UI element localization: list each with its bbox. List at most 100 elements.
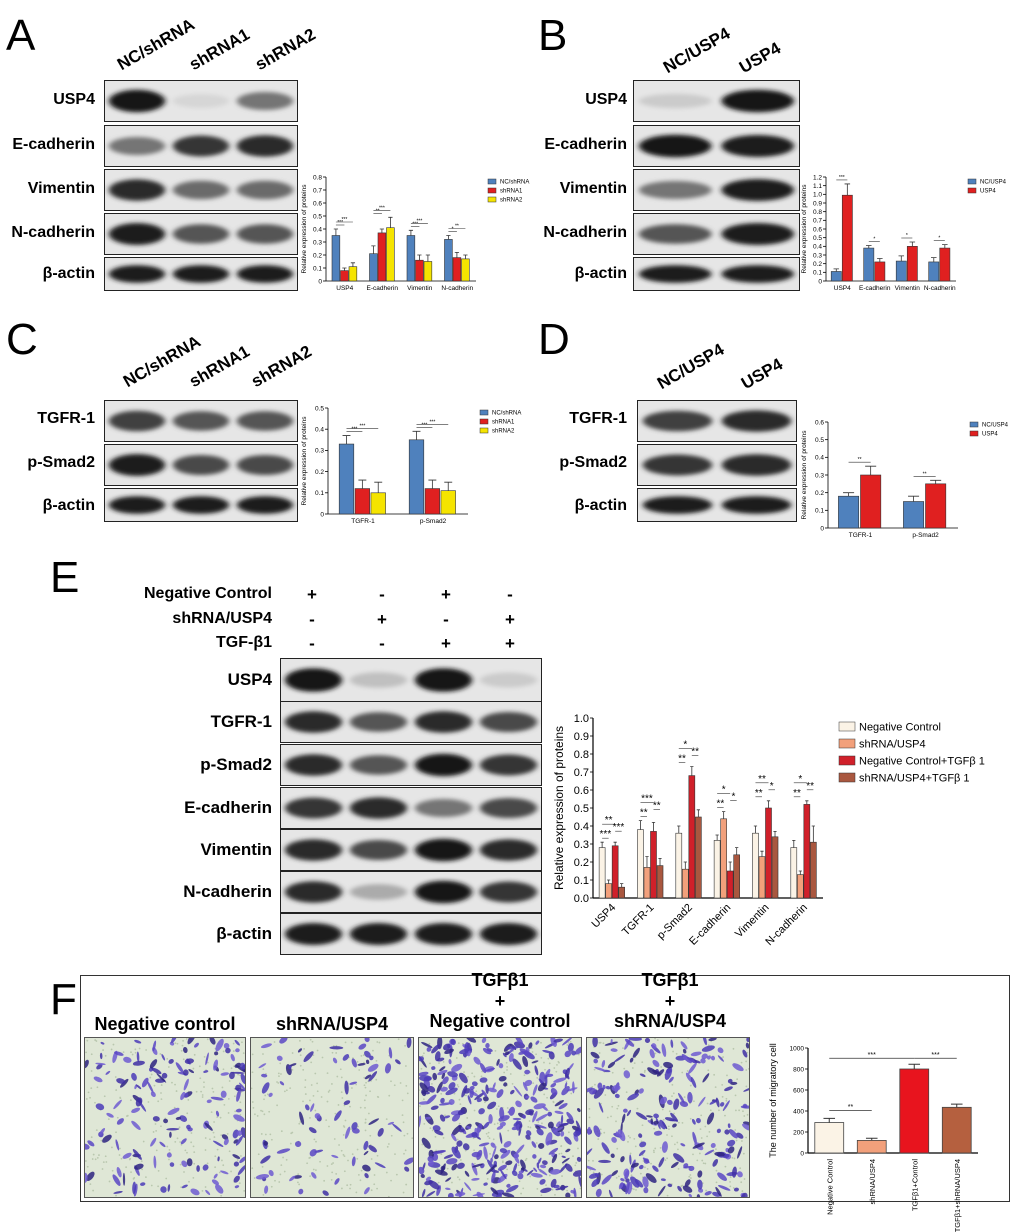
blot-e-actin — [280, 913, 542, 955]
bar — [444, 239, 453, 282]
migrated-cell — [85, 1172, 88, 1183]
micro-title-4-line2: + — [664, 990, 676, 1011]
migrated-cell — [426, 1190, 436, 1197]
migrated-cell — [587, 1148, 593, 1157]
membrane-pore — [181, 1044, 184, 1047]
bar — [928, 261, 940, 282]
membrane-pore — [274, 1179, 276, 1182]
membrane-pore — [715, 1169, 718, 1172]
migrated-cell — [444, 1115, 451, 1119]
migrated-cell — [500, 1149, 511, 1159]
migrated-cell — [547, 1121, 554, 1129]
membrane-pore — [572, 1155, 574, 1158]
migrated-cell — [166, 1152, 172, 1158]
membrane-pore — [363, 1084, 366, 1087]
membrane-pore — [223, 1103, 226, 1106]
membrane-pore — [198, 1065, 201, 1068]
x-tick-label: N-cadherin — [763, 902, 810, 949]
migrated-cell — [660, 1178, 666, 1182]
membrane-pore — [706, 1102, 709, 1105]
migrated-cell — [240, 1073, 245, 1085]
migrated-cell — [564, 1136, 572, 1145]
membrane-pore — [428, 1042, 431, 1045]
migrated-cell — [237, 1165, 245, 1176]
membrane-pore — [90, 1136, 93, 1139]
blot-band — [108, 454, 166, 476]
membrane-pore — [689, 1117, 692, 1120]
membrane-pore — [486, 1178, 489, 1180]
membrane-pore — [732, 1047, 735, 1050]
migrated-cell — [223, 1042, 230, 1049]
membrane-pore — [221, 1086, 224, 1089]
membrane-pore — [182, 1058, 185, 1061]
y-tick-label: 0.1 — [815, 508, 824, 515]
migrated-cell — [498, 1063, 504, 1069]
membrane-pore — [531, 1051, 534, 1053]
membrane-pore — [556, 1063, 558, 1066]
migrated-cell — [180, 1091, 186, 1101]
legend-label: shRNA1 — [492, 420, 515, 426]
error-bar — [865, 465, 877, 475]
migrated-cell — [95, 1062, 106, 1066]
membrane-pore — [213, 1136, 216, 1138]
significance-label: * — [906, 233, 908, 239]
migrated-cell — [215, 1110, 220, 1117]
membrane-pore — [211, 1087, 214, 1090]
membrane-pore — [276, 1081, 278, 1083]
membrane-pore — [226, 1132, 229, 1135]
significance-label: ** — [376, 208, 380, 214]
migrated-cell — [440, 1097, 445, 1104]
membrane-pore — [174, 1083, 176, 1086]
error-bar — [425, 254, 431, 262]
membrane-pore — [644, 1069, 646, 1072]
migrated-cell — [290, 1063, 297, 1067]
membrane-pore — [632, 1188, 635, 1191]
migrated-cell — [134, 1163, 144, 1170]
membrane-pore — [577, 1147, 579, 1150]
membrane-pore — [487, 1135, 489, 1138]
membrane-pore — [673, 1112, 675, 1115]
migrated-cell — [666, 1099, 673, 1105]
membrane-pore — [741, 1140, 743, 1142]
sign-e-0-1: - — [379, 585, 385, 604]
migrated-cell — [434, 1129, 444, 1136]
membrane-pore — [115, 1089, 118, 1091]
error-bar — [454, 252, 460, 258]
membrane-pore — [201, 1190, 204, 1192]
membrane-pore — [257, 1153, 260, 1156]
significance-label: *** — [379, 205, 385, 211]
membrane-pore — [369, 1090, 371, 1093]
migrated-cell — [539, 1164, 547, 1169]
membrane-pore — [473, 1075, 476, 1078]
membrane-pore — [599, 1041, 602, 1044]
migrated-cell — [299, 1111, 305, 1125]
y-tick-label: 0.3 — [574, 839, 589, 851]
membrane-pore — [444, 1114, 446, 1117]
membrane-pore — [456, 1084, 459, 1086]
migrated-cell — [215, 1184, 224, 1194]
membrane-pore — [222, 1164, 225, 1167]
panel-letter-e: E — [50, 553, 80, 602]
membrane-pore — [344, 1119, 347, 1122]
y-tick-label: 0.5 — [574, 803, 589, 815]
membrane-pore — [474, 1162, 476, 1165]
blot-band — [638, 180, 712, 200]
bar — [899, 1068, 930, 1154]
membrane-pore — [358, 1069, 361, 1071]
migrated-cell — [638, 1149, 646, 1157]
migrated-cell — [595, 1188, 602, 1197]
migrated-cell — [404, 1157, 413, 1165]
bar — [370, 492, 386, 515]
y-tick-label: 0.1 — [315, 490, 324, 497]
membrane-pore — [741, 1190, 744, 1192]
migrated-cell — [209, 1038, 216, 1045]
migrated-cell — [668, 1076, 674, 1083]
migrated-cell — [673, 1098, 680, 1110]
legend-label: shRNA2 — [500, 198, 523, 204]
migrated-cell — [532, 1110, 538, 1123]
legend-swatch — [969, 430, 979, 437]
membrane-pore — [455, 1057, 458, 1059]
bar — [331, 235, 341, 282]
migrated-cell — [613, 1054, 626, 1063]
membrane-pore — [104, 1054, 107, 1057]
